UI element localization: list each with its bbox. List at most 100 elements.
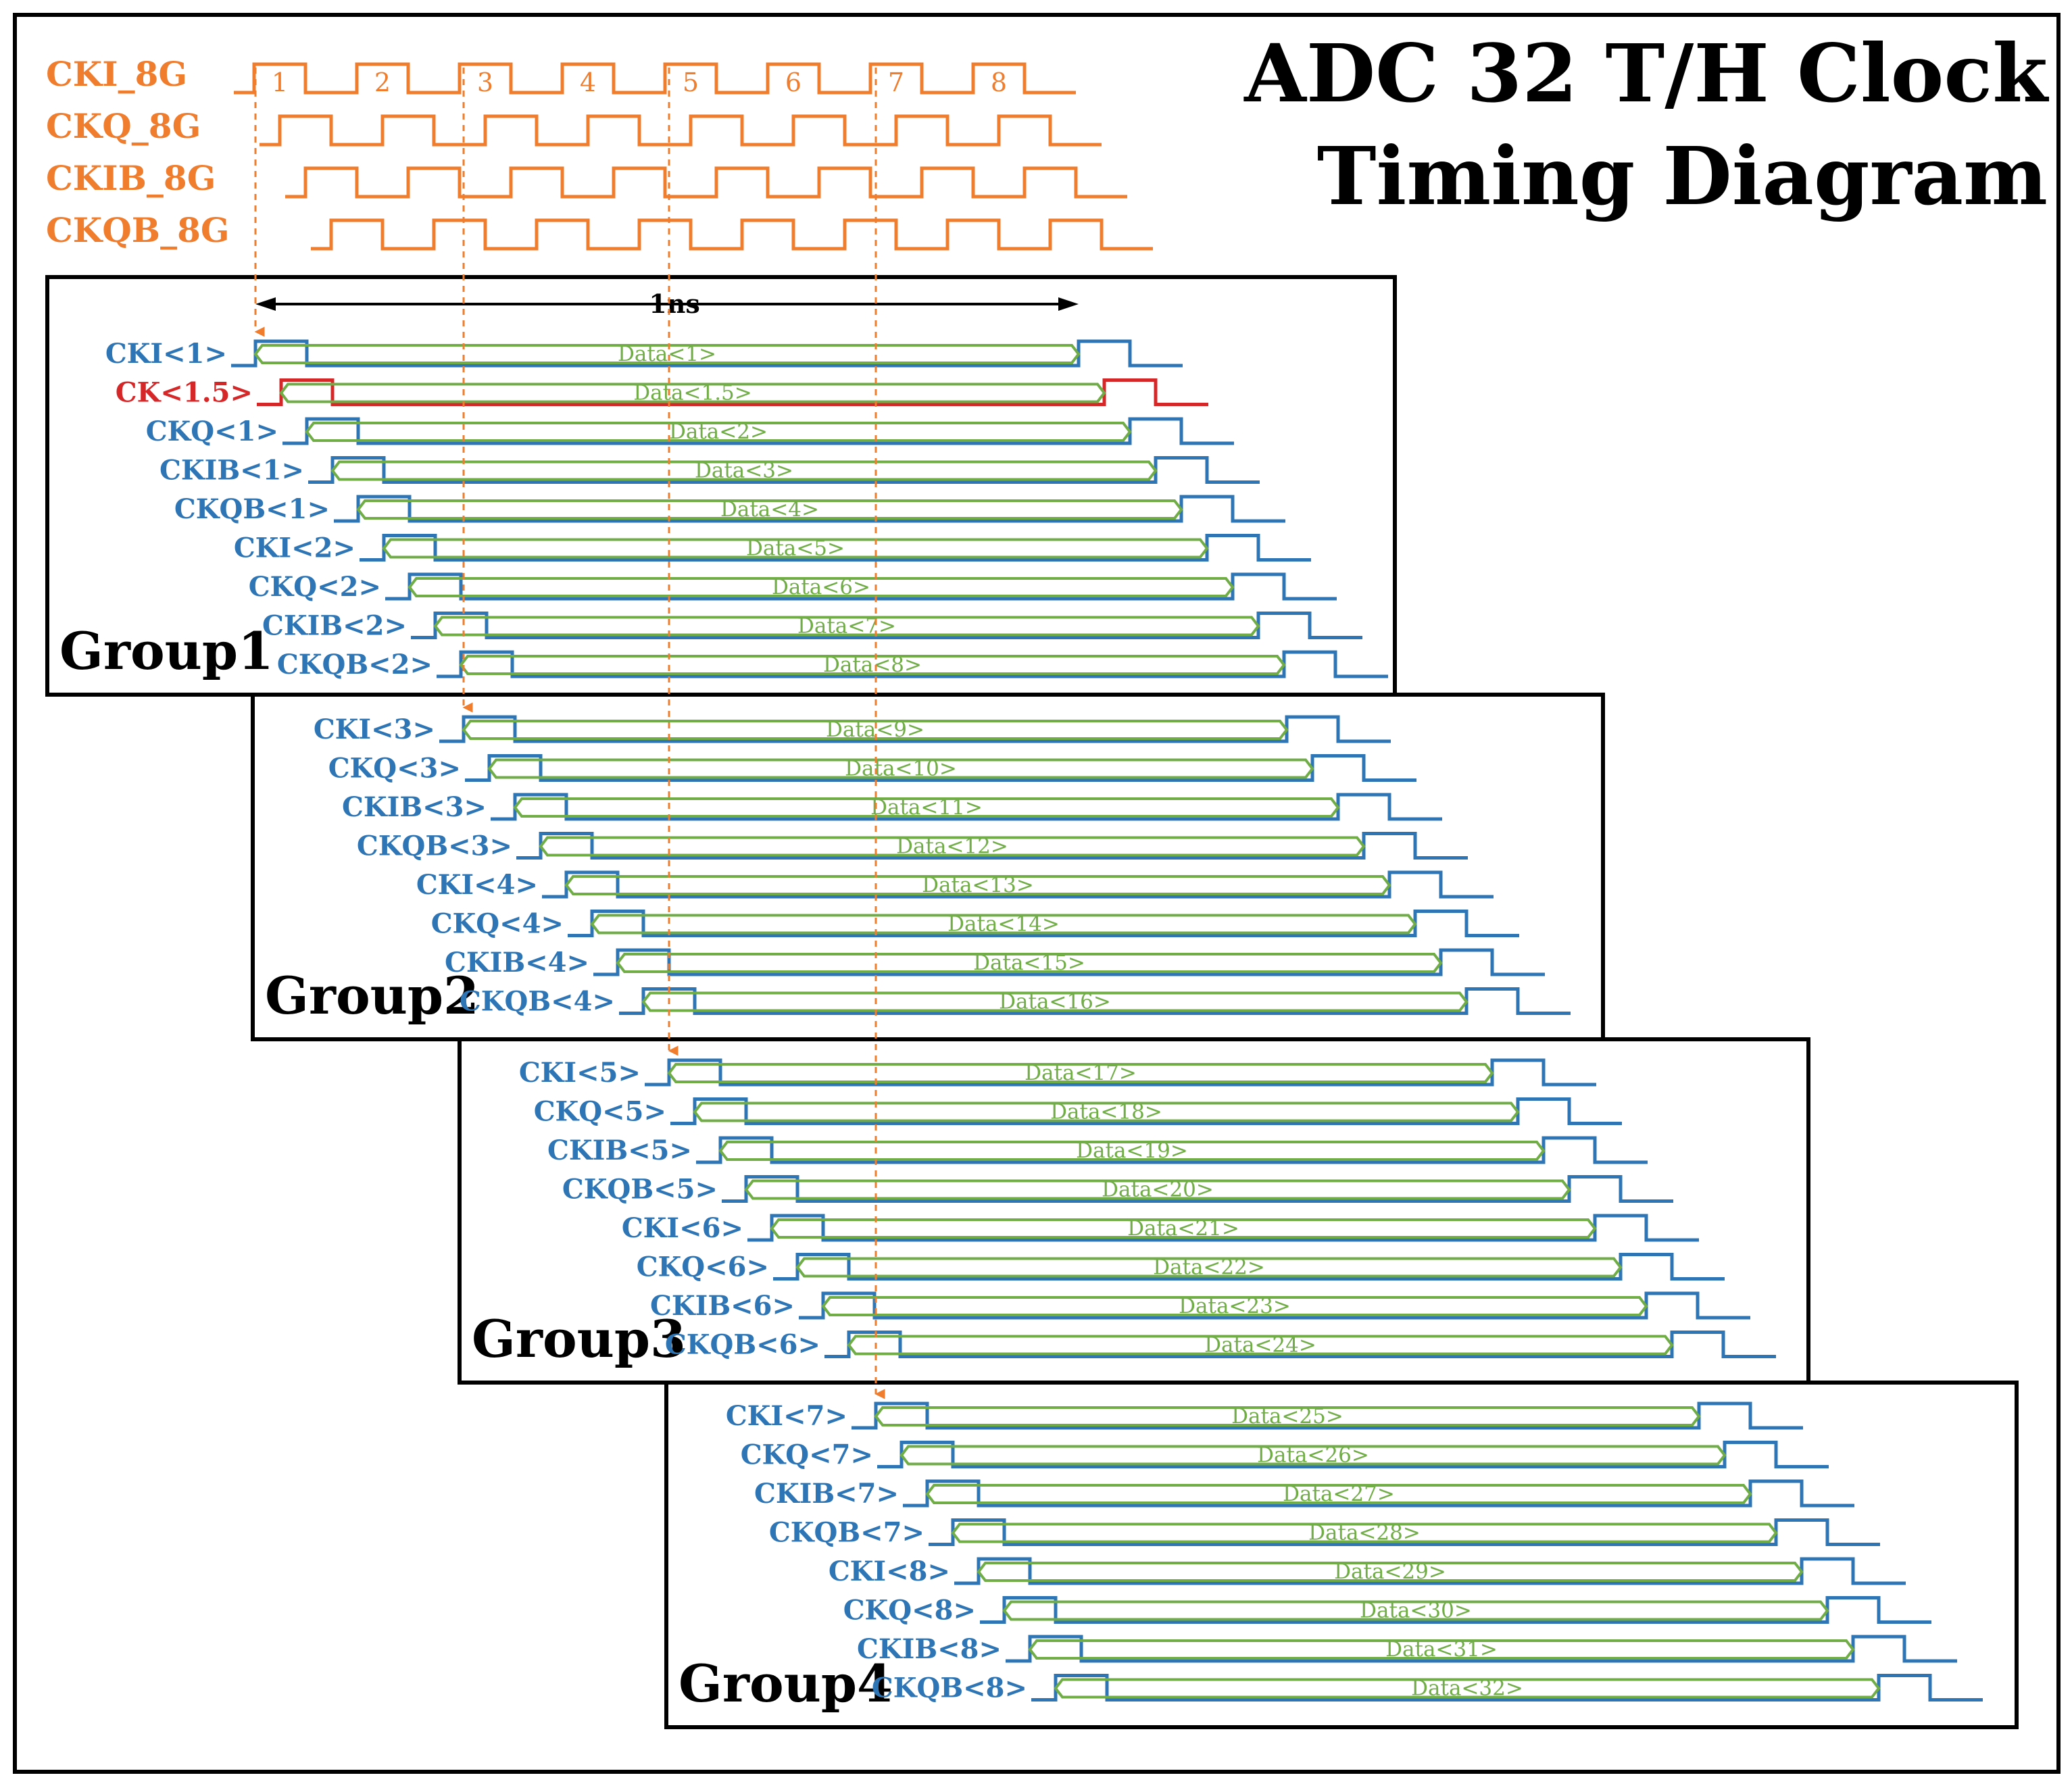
signal-row-ckq-7: CKQ<7> Data<26> bbox=[741, 1439, 1829, 1471]
group-label: Group4 bbox=[679, 1654, 893, 1714]
reference-clock-label-ckq-8g: CKQ_8G bbox=[46, 106, 201, 146]
data-window bbox=[1002, 1600, 1829, 1621]
pulse-number: 3 bbox=[477, 68, 493, 97]
data-window bbox=[847, 1335, 1674, 1356]
clock-groups: Group1 CKI<1> Data<1> CK<1.5> Data<1.5> CKQ<1… bbox=[45, 275, 2019, 1729]
data-window bbox=[382, 538, 1209, 559]
pulse-number: 6 bbox=[785, 68, 801, 97]
clock-label: CKIB<8> bbox=[857, 1633, 1002, 1665]
period-span-label: 1ns bbox=[649, 289, 699, 319]
alignment-guides bbox=[254, 68, 885, 1399]
data-label: Data<16> bbox=[999, 990, 1111, 1014]
signal-row-ckq-5: CKQ<5> Data<18> bbox=[534, 1096, 1622, 1128]
clock-label: CKQB<3> bbox=[357, 830, 512, 862]
clock-label: CKQB<4> bbox=[460, 986, 615, 1018]
data-label: Data<6> bbox=[772, 575, 870, 599]
clock-label: CKI<2> bbox=[234, 532, 355, 564]
signal-row-ckqb-7: CKQB<7> Data<28> bbox=[769, 1517, 1880, 1549]
reference-clock-waveform-ckqb-8g bbox=[311, 218, 1153, 251]
data-window bbox=[513, 797, 1340, 818]
clock-label: CKQB<6> bbox=[665, 1329, 820, 1361]
data-label: Data<8> bbox=[823, 653, 922, 677]
signal-row-ckib-8: CKIB<8> Data<31> bbox=[857, 1633, 1957, 1665]
signal-row-ckib-3: CKIB<3> Data<11> bbox=[342, 791, 1442, 823]
clock-label: CKI<4> bbox=[416, 869, 538, 901]
data-label: Data<7> bbox=[797, 614, 896, 639]
title-line-1: ADC 32 T/H Clock bbox=[1243, 26, 2049, 120]
data-window bbox=[951, 1522, 1778, 1543]
signal-row-cki-6: CKI<6> Data<21> bbox=[622, 1212, 1699, 1244]
group-frame bbox=[458, 1037, 1810, 1385]
data-window bbox=[899, 1445, 1727, 1466]
clock-label: CKQ<5> bbox=[534, 1096, 666, 1128]
data-window bbox=[487, 758, 1314, 779]
signal-row-ckib-7: CKIB<7> Data<27> bbox=[754, 1478, 1854, 1510]
diagram-title: ADC 32 T/H Clock Timing Diagram bbox=[1243, 26, 2049, 223]
data-window bbox=[821, 1296, 1648, 1316]
data-label: Data<22> bbox=[1153, 1256, 1265, 1280]
clock-label: CKI<7> bbox=[726, 1400, 847, 1432]
data-label: Data<31> bbox=[1385, 1637, 1498, 1662]
data-label: Data<26> bbox=[1257, 1443, 1369, 1468]
data-window bbox=[330, 460, 1158, 481]
signal-row-cki-2: CKI<2> Data<5> bbox=[234, 532, 1311, 564]
data-label: Data<27> bbox=[1283, 1482, 1395, 1506]
data-label: Data<15> bbox=[973, 951, 1085, 975]
clock-label: CKI<1> bbox=[105, 338, 227, 370]
signal-row-cki-4: CKI<4> Data<13> bbox=[416, 869, 1494, 901]
data-window bbox=[1054, 1678, 1881, 1699]
clock-label: CKQ<4> bbox=[431, 908, 564, 940]
data-window bbox=[874, 1406, 1701, 1426]
data-window bbox=[564, 875, 1391, 895]
data-window bbox=[433, 616, 1260, 637]
pulse-number: 5 bbox=[683, 68, 699, 97]
period-span: 1ns bbox=[255, 289, 1079, 319]
pulse-number: 7 bbox=[888, 68, 904, 97]
data-window bbox=[770, 1218, 1597, 1239]
signal-row-ckq-1: CKQ<1> Data<2> bbox=[146, 416, 1234, 447]
data-window bbox=[641, 991, 1469, 1012]
signal-row-ckib-2: CKIB<2> Data<7> bbox=[262, 610, 1362, 642]
data-window bbox=[795, 1257, 1623, 1278]
data-label: Data<17> bbox=[1025, 1061, 1137, 1085]
signal-row-ckib-1: CKIB<1> Data<3> bbox=[159, 455, 1260, 487]
reference-clock-label-ckqb-8g: CKQB_8G bbox=[46, 210, 230, 250]
signal-row-ckq-2: CKQ<2> Data<6> bbox=[249, 571, 1337, 603]
data-label: Data<10> bbox=[845, 757, 957, 781]
data-label: Data<12> bbox=[896, 835, 1008, 859]
clock-label: CKI<5> bbox=[519, 1057, 641, 1089]
data-label: Data<23> bbox=[1179, 1294, 1291, 1318]
clock-label: CKQ<8> bbox=[843, 1595, 976, 1626]
data-label: Data<1> bbox=[618, 342, 716, 366]
signal-row-ck-1-5: CK<1.5> Data<1.5> bbox=[116, 377, 1208, 409]
group-label: Group3 bbox=[472, 1309, 686, 1369]
data-window bbox=[408, 577, 1235, 597]
signal-row-cki-5: CKI<5> Data<17> bbox=[519, 1057, 1596, 1089]
reference-clocks: CKI_8G CKQ_8G CKIB_8G CKQB_8G 1 2 3 4 5 6 7 8 bbox=[46, 54, 1153, 251]
data-window bbox=[590, 914, 1417, 935]
data-label: Data<20> bbox=[1102, 1178, 1214, 1202]
pulse-number: 8 bbox=[991, 68, 1007, 97]
clock-label: CKQB<7> bbox=[769, 1517, 924, 1549]
data-label: Data<29> bbox=[1334, 1560, 1446, 1584]
group-3: Group3 CKI<5> Data<17> CKQ<5> Data<18> CKIB<5… bbox=[458, 1037, 1810, 1385]
data-label: Data<30> bbox=[1360, 1599, 1472, 1623]
data-window bbox=[693, 1101, 1520, 1122]
data-window bbox=[305, 422, 1132, 442]
data-window bbox=[459, 655, 1286, 675]
data-label: Data<32> bbox=[1411, 1677, 1523, 1701]
period-span-arrow-left bbox=[255, 297, 276, 311]
data-window bbox=[539, 836, 1366, 857]
reference-clock-waveform-cki-8g bbox=[234, 62, 1076, 95]
signal-row-ckib-5: CKIB<5> Data<19> bbox=[547, 1135, 1648, 1166]
data-window bbox=[279, 382, 1106, 403]
pulse-number: 4 bbox=[580, 68, 596, 97]
reference-clock-label-ckib-8g: CKIB_8G bbox=[46, 158, 216, 198]
title-line-2: Timing Diagram bbox=[1317, 129, 2048, 223]
data-window bbox=[253, 344, 1081, 364]
clock-label: CKI<8> bbox=[829, 1556, 950, 1587]
signal-row-ckqb-6: CKQB<6> Data<24> bbox=[665, 1329, 1776, 1361]
data-label: Data<21> bbox=[1127, 1216, 1239, 1241]
clock-label: CKQ<3> bbox=[328, 753, 461, 785]
